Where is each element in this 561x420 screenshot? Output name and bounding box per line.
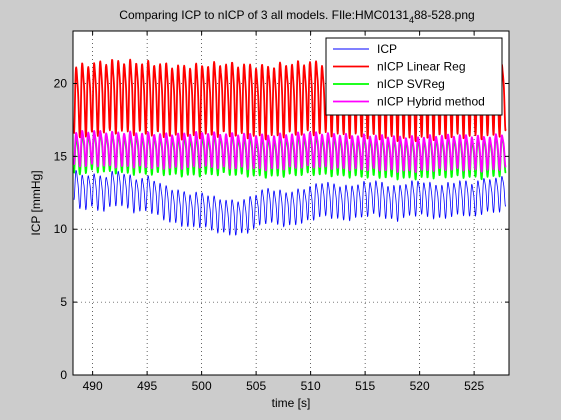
y-axis-label: ICP [mmHg]: [29, 170, 43, 235]
x-tick-label: 500: [192, 379, 212, 393]
x-tick-label: 490: [83, 379, 103, 393]
chart-title-subscript: 4: [409, 15, 414, 25]
chart-title: Comparing ICP to nICP of 3 all models. F…: [119, 8, 474, 25]
y-tick-label: 10: [54, 222, 68, 236]
legend-label-2: nICP SVReg: [377, 77, 445, 91]
x-tick-label: 505: [246, 379, 266, 393]
x-tick-label: 525: [464, 379, 484, 393]
x-tick-label: 520: [410, 379, 430, 393]
legend-label-3: nICP Hybrid method: [377, 95, 485, 109]
legend-label-0: ICP: [377, 42, 397, 56]
axes-frame: [72, 30, 510, 376]
y-tick-label: 15: [54, 149, 68, 163]
legend: ICP nICP Linear Reg nICP SVReg nICP Hybrid …: [325, 37, 503, 116]
y-tick-label: 20: [54, 76, 68, 90]
x-tick-label: 495: [137, 379, 157, 393]
x-axis-label: time [s]: [272, 396, 311, 410]
series-line-0: [73, 170, 507, 236]
x-tick-label: 515: [355, 379, 375, 393]
series-line-2: [73, 130, 507, 181]
series-line-1: [73, 58, 507, 143]
y-tick-label: 0: [60, 368, 67, 382]
series-line-3: [73, 130, 507, 173]
y-tick-label: 5: [60, 295, 67, 309]
x-tick-label: 510: [301, 379, 321, 393]
legend-label-1: nICP Linear Reg: [377, 60, 466, 74]
plot-lines: [73, 58, 507, 236]
